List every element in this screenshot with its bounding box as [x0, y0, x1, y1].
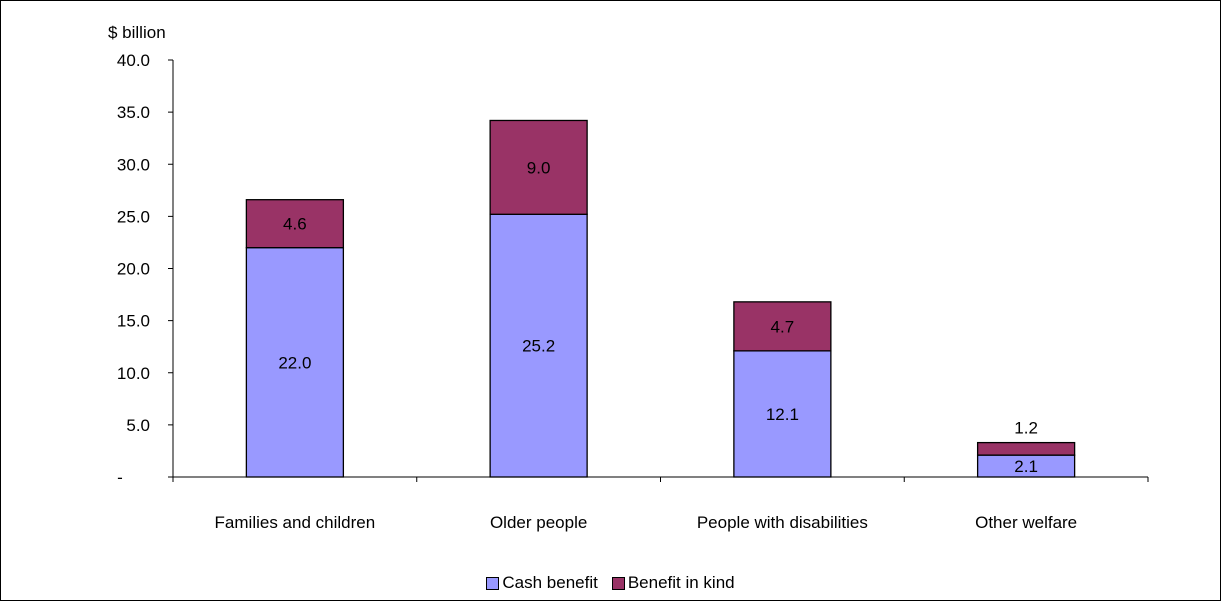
data-label-benefit-in-kind-other-welfare: 1.2 — [1014, 419, 1038, 438]
y-tick-label: 10.0 — [117, 364, 150, 383]
legend-item-benefit-in-kind: Benefit in kind — [611, 573, 735, 593]
data-label-cash-benefit-other-welfare: 2.1 — [1014, 457, 1038, 476]
x-category-label-families-and-children: Families and children — [215, 513, 376, 532]
bars: 22.0 4.6 25.2 9.0 12.1 4.7 2.1 1.2 — [245, 119, 1076, 478]
x-category-labels: Families and children Older people People … — [215, 513, 1078, 532]
data-label-benefit-in-kind-older-people: 9.0 — [527, 158, 551, 177]
y-tick-label: - — [117, 468, 123, 487]
legend-label-benefit-in-kind: Benefit in kind — [627, 573, 735, 592]
legend-swatch-benefit-in-kind — [611, 576, 625, 590]
data-label-benefit-in-kind-families-and-children: 4.6 — [283, 215, 307, 234]
bar-benefit-in-kind-other-welfare — [976, 441, 1076, 456]
bar-benefit-in-kind-people-with-disabilities — [733, 301, 832, 352]
y-tick-label: 30.0 — [117, 155, 150, 174]
x-category-label-older-people: Older people — [490, 513, 587, 532]
bar-benefit-in-kind-families-and-children — [245, 199, 345, 249]
y-ticks: - 5.0 10.0 15.0 20.0 25.0 30.0 35.0 40.0 — [117, 51, 173, 487]
legend-item-cash-benefit: Cash benefit — [486, 573, 598, 593]
legend-swatch-cash-benefit — [486, 576, 500, 590]
y-tick-label: 5.0 — [126, 416, 150, 435]
y-axis-label: $ billion — [108, 23, 166, 42]
bar-cash-benefit-people-with-disabilities — [733, 350, 832, 478]
data-label-cash-benefit-people-with-disabilities: 12.1 — [766, 405, 799, 424]
y-tick-label: 35.0 — [117, 103, 150, 122]
data-label-benefit-in-kind-people-with-disabilities: 4.7 — [771, 317, 795, 336]
y-tick-label: 40.0 — [117, 51, 150, 70]
bar-cash-benefit-older-people — [489, 213, 588, 478]
legend: Cash benefit Benefit in kind — [0, 573, 1221, 593]
bar-benefit-in-kind-older-people — [489, 119, 588, 215]
y-tick-label: 15.0 — [117, 312, 150, 331]
legend-label-cash-benefit: Cash benefit — [502, 573, 598, 592]
y-tick-label: 20.0 — [117, 260, 150, 279]
bar-cash-benefit-families-and-children — [245, 246, 345, 478]
data-label-cash-benefit-families-and-children: 22.0 — [278, 353, 311, 372]
x-category-label-other-welfare: Other welfare — [975, 513, 1077, 532]
y-tick-label: 25.0 — [117, 207, 150, 226]
data-label-cash-benefit-older-people: 25.2 — [522, 337, 555, 356]
x-category-label-people-with-disabilities: People with disabilities — [697, 513, 868, 532]
